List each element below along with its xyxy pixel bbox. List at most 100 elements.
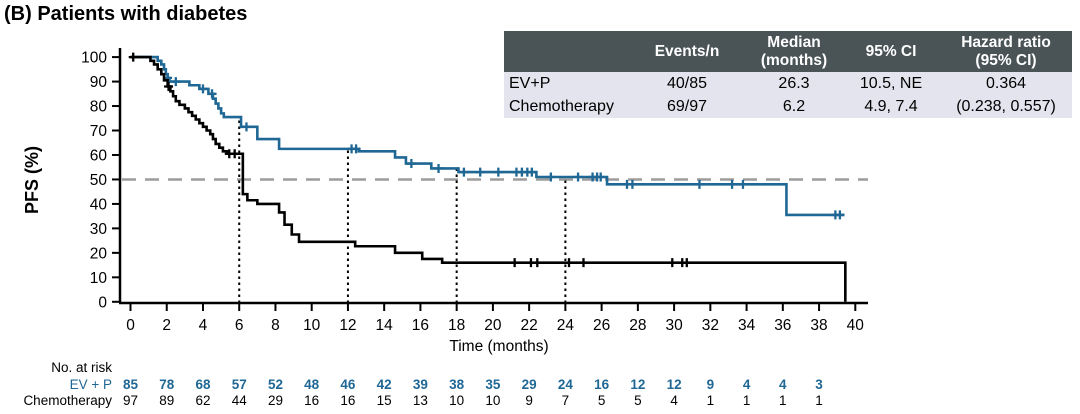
risk-count: 4 — [743, 377, 751, 392]
censor-mark-evp — [835, 210, 845, 220]
y-tick-label: 30 — [90, 221, 108, 238]
risk-count: 4 — [670, 393, 678, 408]
censor-mark-chemotherapy — [667, 258, 677, 268]
x-tick-label: 14 — [376, 317, 394, 334]
x-axis-label: Time (months) — [449, 338, 548, 355]
risk-table-title: No. at risk — [51, 360, 112, 375]
censor-mark-evp — [573, 172, 583, 182]
stats-table-header: Events/n Median (months) 95% CI Hazard ratio… — [504, 31, 1072, 72]
y-tick-label: 80 — [90, 99, 108, 116]
censor-mark-evp — [596, 172, 606, 182]
x-tick-label: 2 — [162, 317, 171, 334]
x-tick-label: 16 — [412, 317, 429, 334]
censor-mark-evp — [434, 163, 444, 173]
censor-mark-chemotherapy — [164, 81, 174, 91]
censor-mark-evp — [351, 144, 361, 154]
censor-mark-chemotherapy — [682, 258, 692, 268]
censor-mark-chemotherapy — [510, 258, 520, 268]
risk-count: 9 — [707, 377, 715, 392]
censor-mark-evp — [241, 122, 251, 132]
risk-count: 29 — [522, 377, 537, 392]
censor-mark-evp — [475, 167, 485, 177]
censor-mark-evp — [171, 77, 181, 87]
risk-count: 48 — [304, 377, 320, 392]
x-tick-label: 38 — [810, 317, 827, 334]
risk-count: 89 — [159, 393, 174, 408]
risk-count: 24 — [558, 377, 574, 392]
censor-mark-evp — [406, 159, 416, 169]
risk-count: 57 — [232, 377, 247, 392]
figure-title: (B) Patients with diabetes — [4, 3, 248, 25]
risk-count: 5 — [634, 393, 642, 408]
risk-count: 44 — [232, 393, 248, 408]
risk-count: 5 — [598, 393, 606, 408]
risk-row-label-chemotherapy: Chemotherapy — [23, 393, 112, 408]
y-tick-label: 20 — [90, 245, 108, 262]
stats-value-cell: 69/97 — [628, 95, 746, 118]
stats-header-cell: 95% CI — [842, 31, 940, 72]
risk-count: 3 — [815, 377, 823, 392]
risk-count: 7 — [562, 393, 570, 408]
x-tick-label: 6 — [235, 317, 244, 334]
censor-mark-chemotherapy — [532, 258, 542, 268]
y-tick-label: 10 — [90, 270, 108, 287]
censor-mark-evp — [198, 84, 208, 94]
y-tick-label: 40 — [90, 196, 108, 213]
stats-row: Chemotherapy 69/97 6.2 4.9, 7.4 (0.238, 0.55… — [504, 95, 1072, 118]
y-tick-label: 60 — [90, 147, 108, 164]
risk-count: 62 — [195, 393, 210, 408]
stats-table-body: EV+P 40/85 26.3 10.5, NE 0.364 Chemotherapy 69… — [504, 72, 1072, 118]
censor-mark-chemotherapy — [579, 258, 588, 268]
censor-mark-evp — [694, 179, 704, 189]
x-tick-label: 40 — [847, 317, 865, 334]
risk-count: 9 — [525, 393, 533, 408]
risk-count: 35 — [485, 377, 501, 392]
stats-value-cell: 10.5, NE — [842, 72, 940, 95]
x-tick-label: 10 — [303, 317, 321, 334]
x-tick-label: 4 — [199, 317, 208, 334]
censor-mark-evp — [527, 167, 537, 177]
risk-count: 1 — [815, 393, 823, 408]
risk-count: 97 — [123, 393, 138, 408]
risk-count: 12 — [667, 377, 682, 392]
stats-value-cell: 26.3 — [746, 72, 842, 95]
stats-header-cell: Hazard ratio (95% CI) — [940, 31, 1072, 72]
stats-value-cell: 40/85 — [628, 72, 746, 95]
y-axis-label: PFS (%) — [22, 146, 42, 214]
risk-row-label-evp: EV + P — [70, 377, 112, 392]
risk-count: 38 — [449, 377, 465, 392]
stats-value-cell: (0.238, 0.557) — [940, 95, 1072, 118]
x-tick-label: 20 — [484, 317, 502, 334]
risk-count: 1 — [707, 393, 715, 408]
censor-mark-evp — [459, 167, 469, 177]
stats-row-label: Chemotherapy — [504, 95, 628, 118]
stats-header-cell — [504, 31, 628, 72]
censor-mark-chemotherapy — [564, 258, 574, 268]
censor-mark-evp — [727, 179, 737, 189]
stats-header-cell: Median (months) — [746, 31, 842, 72]
stats-table: Events/n Median (months) 95% CI Hazard ratio… — [504, 31, 1072, 118]
risk-count: 29 — [268, 393, 283, 408]
censor-mark-evp — [738, 179, 748, 189]
stats-row-label: EV+P — [504, 72, 628, 95]
x-tick-label: 30 — [665, 317, 683, 334]
x-tick-label: 0 — [126, 317, 135, 334]
x-tick-label: 18 — [448, 317, 465, 334]
censor-mark-evp — [546, 172, 556, 182]
y-tick-label: 0 — [98, 294, 107, 311]
y-tick-label: 90 — [90, 74, 108, 91]
stats-row: EV+P 40/85 26.3 10.5, NE 0.364 — [504, 72, 1072, 95]
risk-count: 12 — [630, 377, 645, 392]
censor-mark-evp — [627, 179, 637, 189]
x-tick-label: 22 — [521, 317, 538, 334]
x-tick-label: 24 — [557, 317, 575, 334]
y-tick-label: 70 — [90, 123, 108, 140]
risk-count: 4 — [779, 377, 787, 392]
x-tick-label: 36 — [774, 317, 791, 334]
risk-count: 13 — [413, 393, 428, 408]
stats-value-cell: 6.2 — [746, 95, 842, 118]
risk-count: 15 — [377, 393, 392, 408]
x-tick-label: 26 — [593, 317, 610, 334]
